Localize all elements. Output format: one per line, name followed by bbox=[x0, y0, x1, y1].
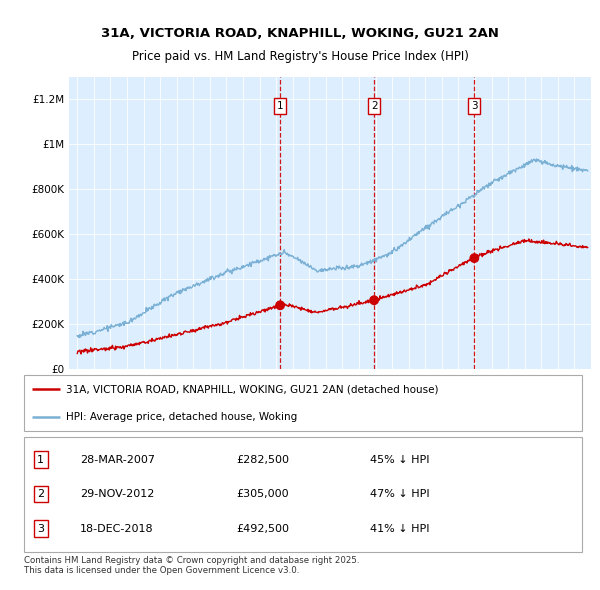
Text: 1: 1 bbox=[37, 455, 44, 464]
Text: £282,500: £282,500 bbox=[236, 455, 289, 464]
Text: 18-DEC-2018: 18-DEC-2018 bbox=[80, 524, 154, 533]
Text: HPI: Average price, detached house, Woking: HPI: Average price, detached house, Woki… bbox=[66, 412, 297, 422]
Text: 41% ↓ HPI: 41% ↓ HPI bbox=[370, 524, 430, 533]
Point bbox=[470, 253, 479, 263]
Text: 2: 2 bbox=[371, 101, 377, 111]
Point bbox=[369, 296, 379, 305]
Text: 3: 3 bbox=[37, 524, 44, 533]
Text: 2: 2 bbox=[37, 489, 44, 499]
FancyBboxPatch shape bbox=[24, 437, 582, 552]
Text: 47% ↓ HPI: 47% ↓ HPI bbox=[370, 489, 430, 499]
Text: £492,500: £492,500 bbox=[236, 524, 289, 533]
Point bbox=[275, 300, 285, 310]
Text: £305,000: £305,000 bbox=[236, 489, 289, 499]
Text: 31A, VICTORIA ROAD, KNAPHILL, WOKING, GU21 2AN: 31A, VICTORIA ROAD, KNAPHILL, WOKING, GU… bbox=[101, 27, 499, 40]
Text: Price paid vs. HM Land Registry's House Price Index (HPI): Price paid vs. HM Land Registry's House … bbox=[131, 50, 469, 63]
Text: 3: 3 bbox=[471, 101, 478, 111]
FancyBboxPatch shape bbox=[24, 375, 582, 431]
Text: 1: 1 bbox=[277, 101, 283, 111]
Text: 31A, VICTORIA ROAD, KNAPHILL, WOKING, GU21 2AN (detached house): 31A, VICTORIA ROAD, KNAPHILL, WOKING, GU… bbox=[66, 384, 439, 394]
Text: Contains HM Land Registry data © Crown copyright and database right 2025.
This d: Contains HM Land Registry data © Crown c… bbox=[24, 556, 359, 575]
Text: 28-MAR-2007: 28-MAR-2007 bbox=[80, 455, 155, 464]
Text: 29-NOV-2012: 29-NOV-2012 bbox=[80, 489, 154, 499]
Text: 45% ↓ HPI: 45% ↓ HPI bbox=[370, 455, 430, 464]
